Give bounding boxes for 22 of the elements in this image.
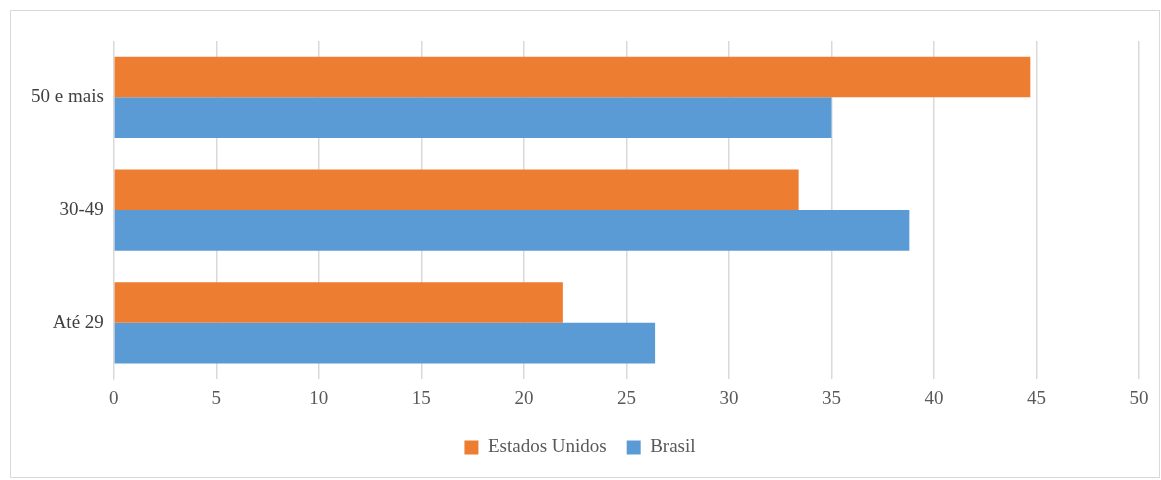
bar	[114, 56, 1031, 98]
x-tick-label: 0	[109, 386, 119, 408]
x-tick-label: 40	[924, 386, 944, 408]
y-tick-label: 30-49	[59, 198, 104, 220]
x-tick-label: 30	[719, 386, 739, 408]
x-tick-label: 35	[821, 386, 841, 408]
bar	[114, 210, 910, 251]
x-tick-label: 15	[411, 386, 431, 408]
x-tick-label: 25	[616, 386, 636, 408]
x-tick-label: 10	[309, 386, 329, 408]
x-tick-label: 50	[1129, 386, 1149, 408]
legend-label: Brasil	[650, 435, 696, 457]
x-tick-label: 20	[514, 386, 534, 408]
y-tick-label: 50 e mais	[30, 85, 104, 107]
y-tick-label: Até 29	[52, 310, 104, 332]
bar	[114, 97, 832, 138]
x-tick-label: 5	[211, 386, 222, 408]
legend-label: Estados Unidos	[487, 435, 607, 457]
bar	[114, 169, 799, 211]
bar	[114, 282, 563, 323]
bar	[114, 322, 656, 364]
x-tick-label: 45	[1026, 386, 1046, 408]
